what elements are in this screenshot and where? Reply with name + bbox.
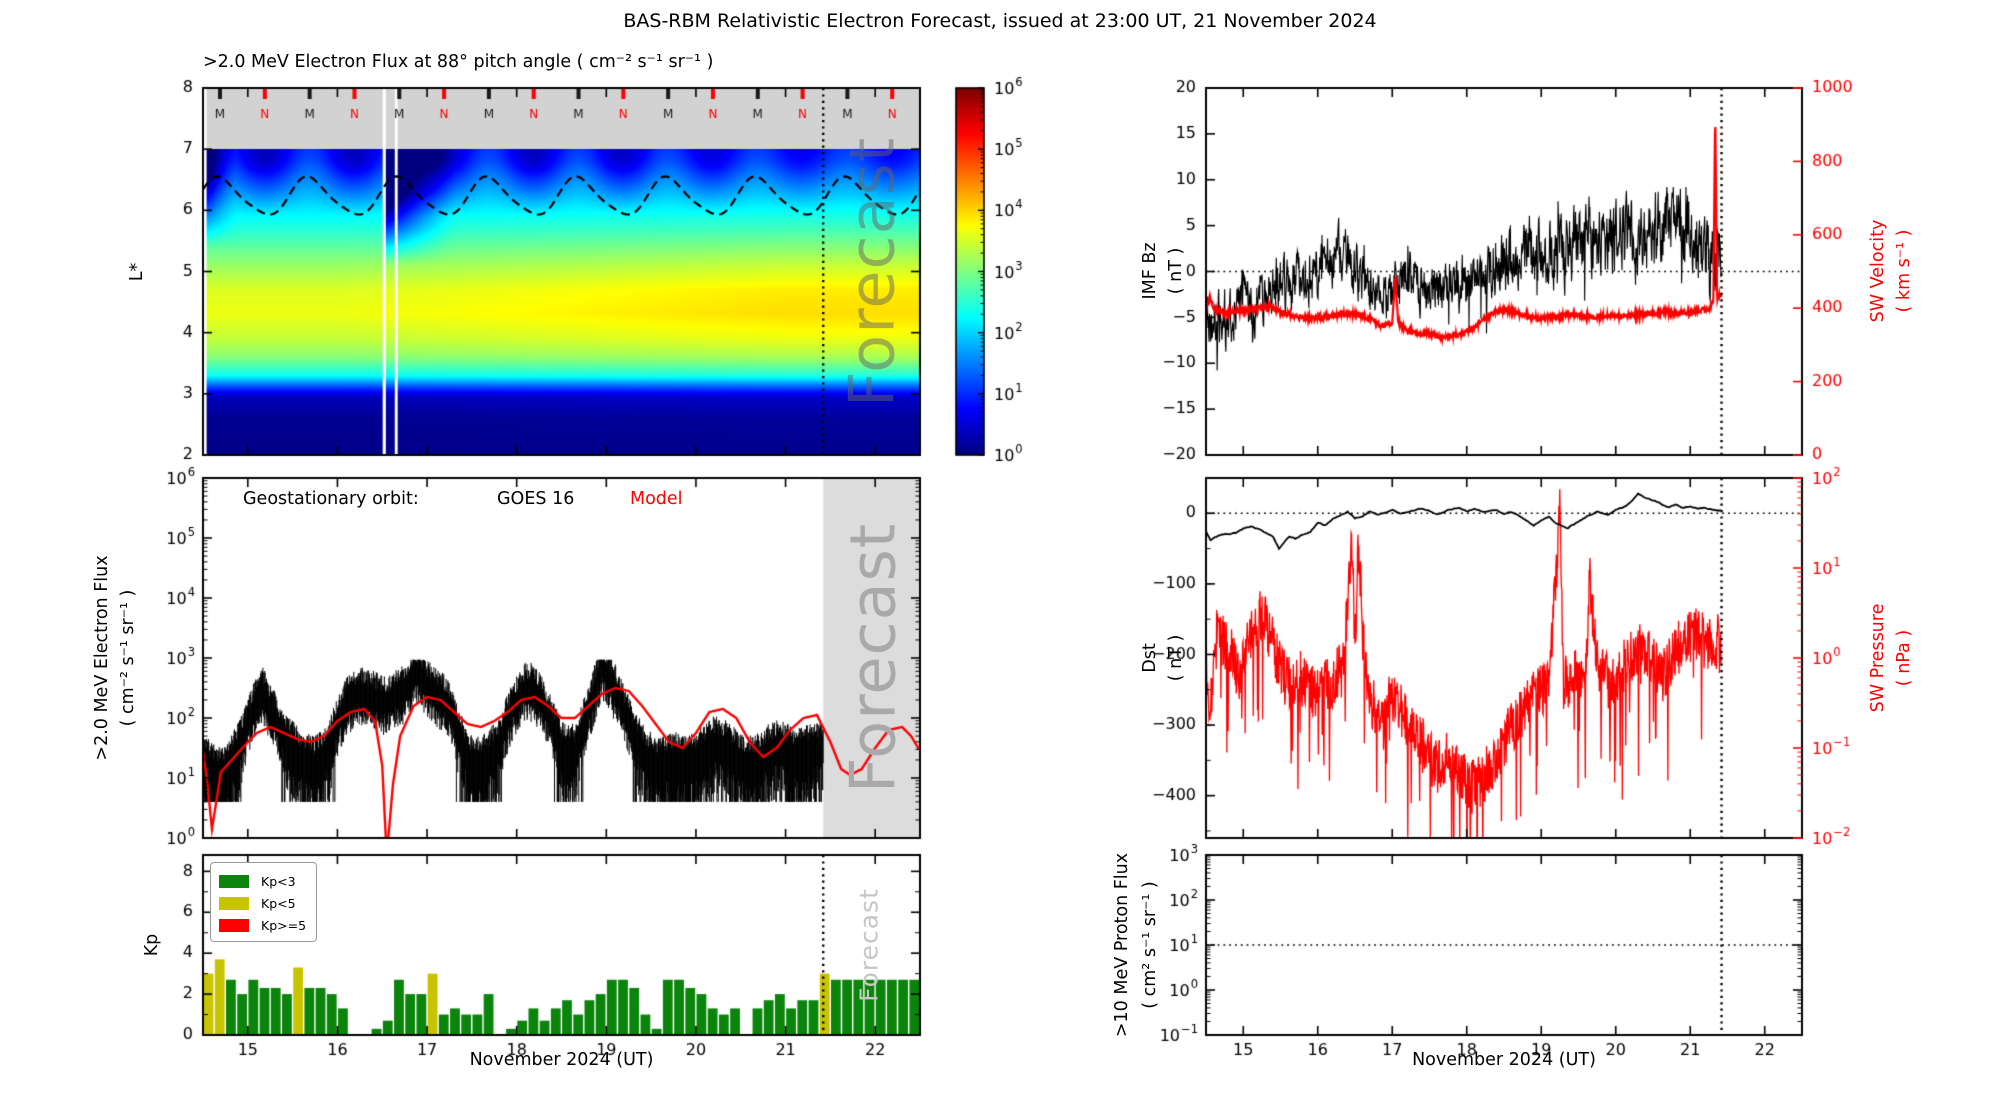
goes-ylabel-line1: >2.0 MeV Electron Flux <box>92 555 112 761</box>
kp-legend-swatch-green <box>219 874 249 888</box>
dst-ylabel-line2: ( nT ) <box>1166 634 1186 682</box>
swv-ylabel-line2: ( km s⁻¹ ) <box>1894 229 1914 313</box>
swp-ylabel-line1: SW Pressure <box>1868 603 1888 713</box>
goes-forecast-watermark: Forecast <box>836 522 910 794</box>
goes-legend-observed: GOES 16 <box>497 489 575 509</box>
proton-ylabel-line1: >10 MeV Proton Flux <box>1112 852 1132 1038</box>
kp-legend-label-green: Kp<3 <box>261 873 296 889</box>
heatmap-title: >2.0 MeV Electron Flux at 88° pitch angl… <box>203 52 714 72</box>
swv-ylabel-line1: SW Velocity <box>1868 219 1888 323</box>
goes-legend-prefix: Geostationary orbit: <box>243 489 419 509</box>
heatmap-ylabel: L* <box>127 262 147 282</box>
heatmap-forecast-watermark: Forecast <box>835 136 909 408</box>
imf-ylabel-line2: ( nT ) <box>1166 247 1186 295</box>
dst-ylabel-line1: Dst <box>1140 643 1160 673</box>
kp-legend-label-yellow: Kp<5 <box>261 895 296 911</box>
kp-ylabel: Kp <box>142 933 162 957</box>
kp-legend-item-yellow: Kp<5 <box>219 892 306 914</box>
swp-ylabel-line2: ( nPa ) <box>1894 629 1914 687</box>
kp-forecast-watermark: Forecast <box>854 888 884 1002</box>
kp-legend-label-red: Kp>=5 <box>261 917 307 933</box>
kp-xlabel: November 2024 (UT) <box>469 1050 654 1070</box>
imf-ylabel-line1: IMF Bz <box>1140 242 1160 300</box>
kp-legend-item-green: Kp<3 <box>219 870 306 892</box>
kp-legend-swatch-yellow <box>219 896 249 910</box>
proton-xlabel: November 2024 (UT) <box>1412 1050 1596 1070</box>
goes-legend-model: Model <box>630 489 683 509</box>
proton-ylabel-line2: ( cm² s⁻¹ sr⁻¹ ) <box>1140 881 1160 1009</box>
kp-legend-item-red: Kp>=5 <box>219 914 306 936</box>
kp-legend: Kp<3 Kp<5 Kp>=5 <box>210 862 318 942</box>
goes-ylabel-line2: ( cm⁻² s⁻¹ sr⁻¹ ) <box>118 589 138 727</box>
figure-title: BAS-RBM Relativistic Electron Forecast, … <box>623 10 1377 32</box>
kp-legend-swatch-red <box>219 918 249 932</box>
